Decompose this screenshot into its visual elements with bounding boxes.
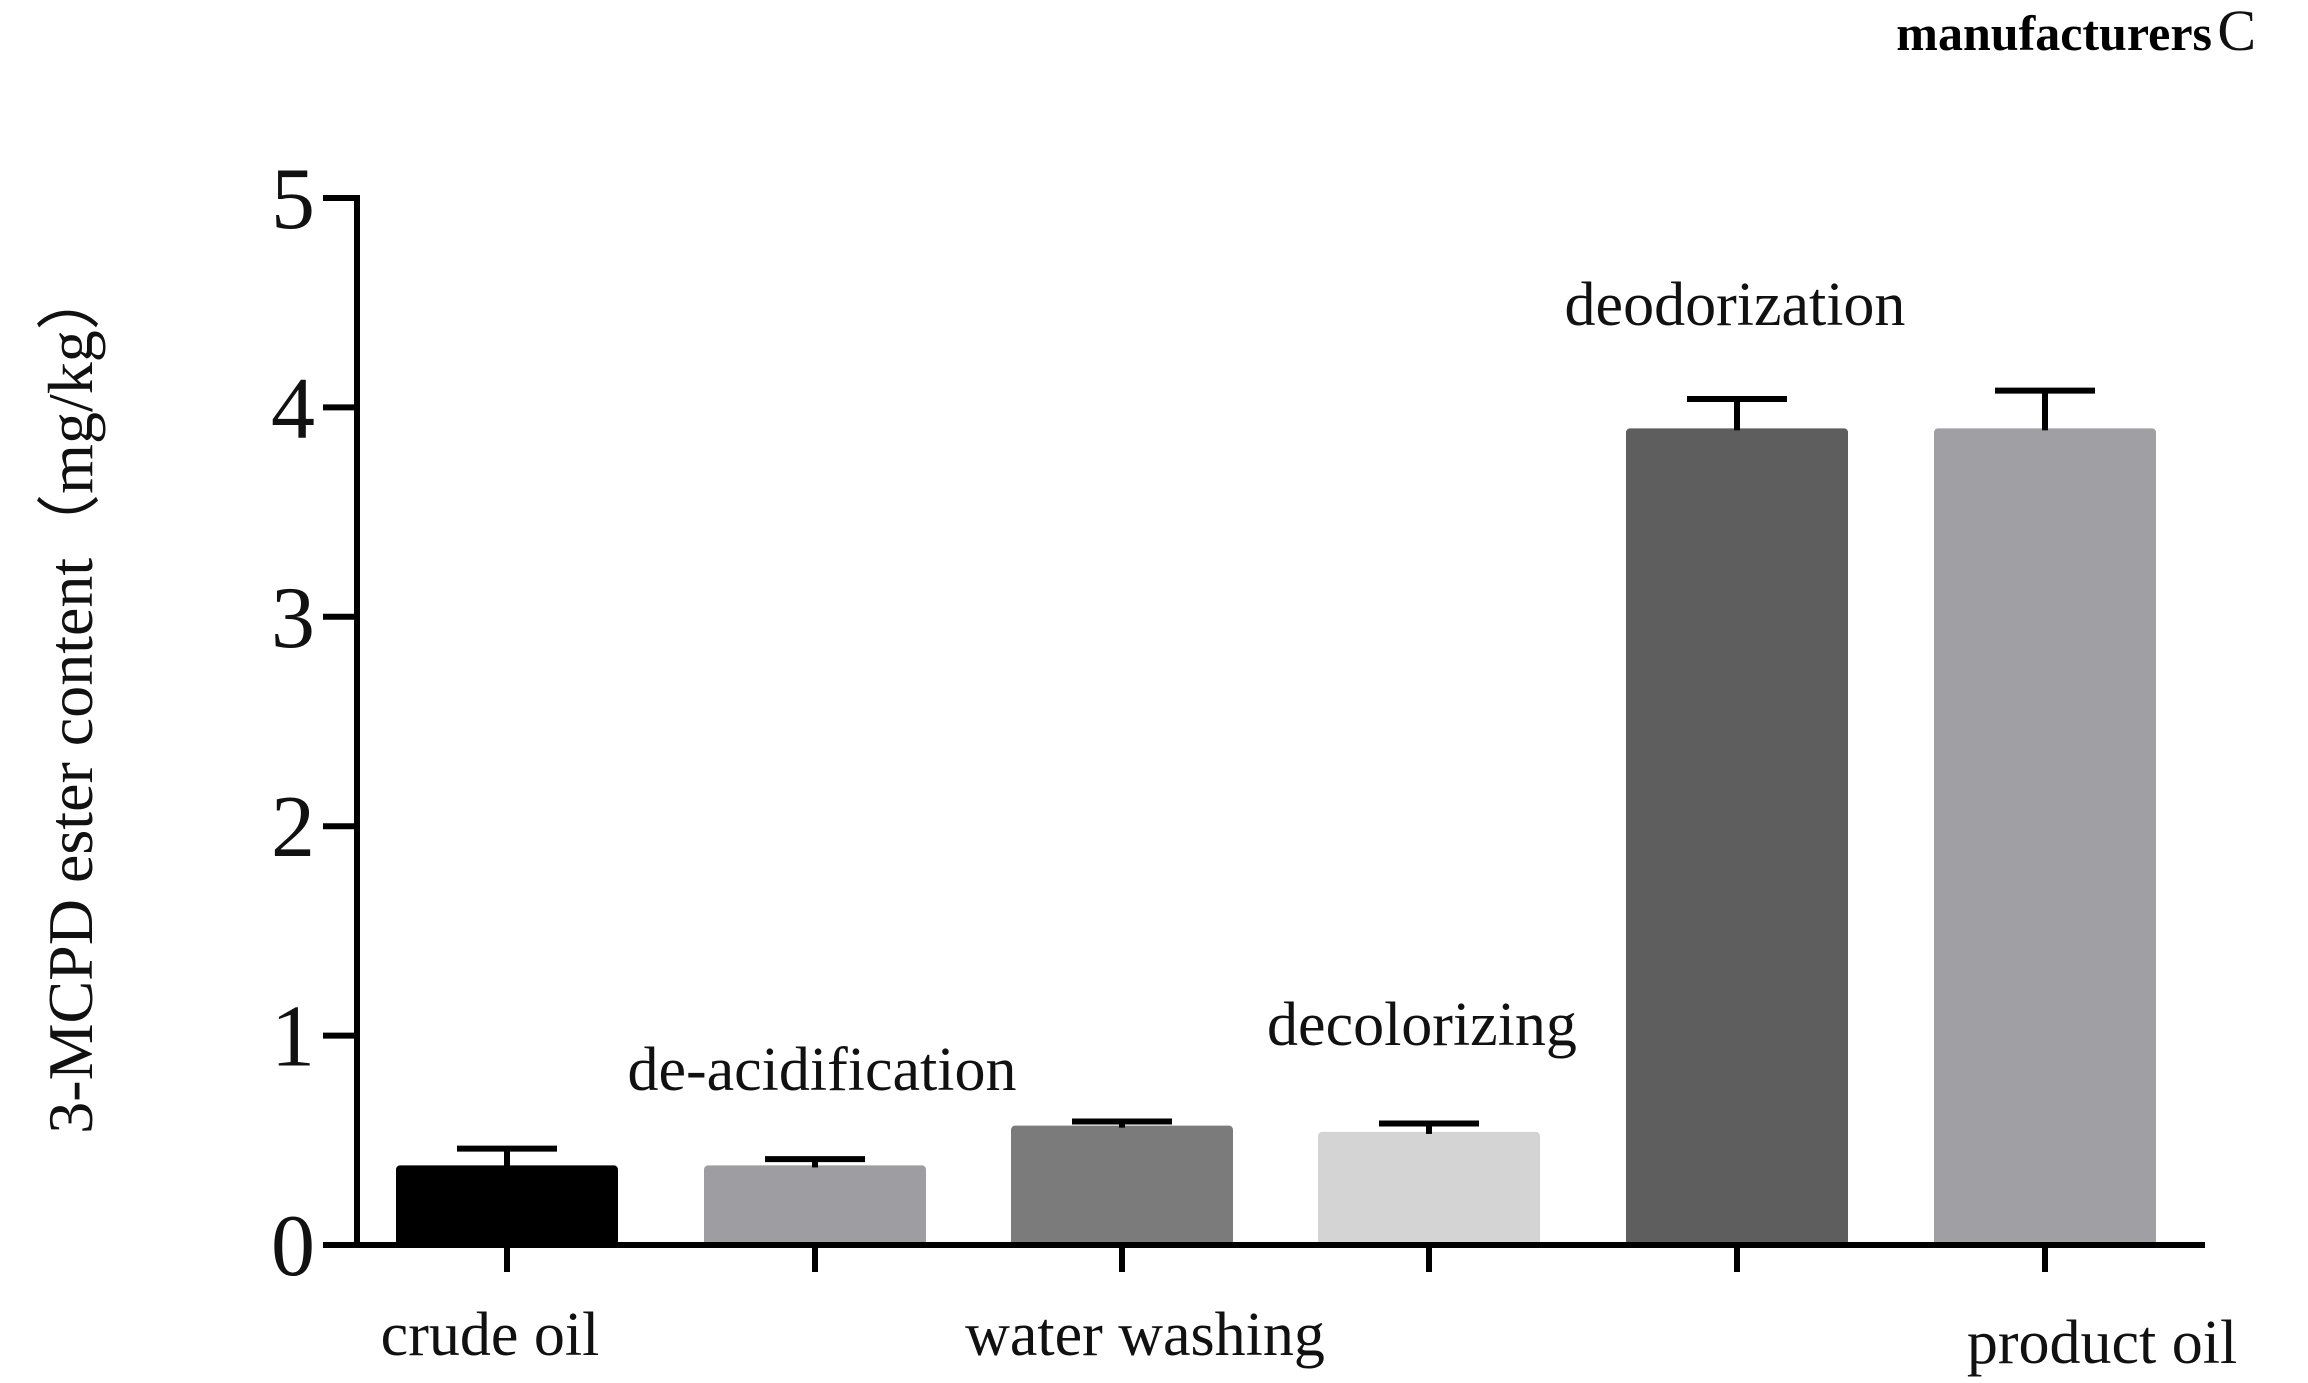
- category-label: decolorizing: [1267, 991, 1577, 1059]
- y-tick-label: 1: [271, 989, 315, 1086]
- chart-title: manufacturers: [1896, 5, 2212, 61]
- category-label: water washing: [965, 1301, 1325, 1369]
- y-tick-label: 0: [271, 1198, 315, 1295]
- error-bars-group: [457, 387, 2095, 1168]
- x-labels-group: crude oil de-acidification water washing de…: [381, 271, 2237, 1377]
- bars-group: [396, 428, 2156, 1246]
- bar-de-acidification: [704, 1165, 926, 1245]
- bar-water-washing: [1011, 1125, 1233, 1245]
- y-tick-label: 2: [271, 779, 315, 876]
- y-tick-label: 5: [271, 151, 315, 248]
- category-label: crude oil: [381, 1301, 600, 1369]
- category-label: de-acidification: [627, 1036, 1016, 1104]
- x-ticks-group: [504, 1245, 2048, 1272]
- y-axis-label: 3-MCPD ester content（mg/kg）: [35, 266, 106, 1133]
- panel-label: C: [2217, 0, 2256, 63]
- y-tick-label: 3: [271, 570, 315, 667]
- category-label: deodorization: [1565, 271, 1906, 339]
- category-label: product oil: [1967, 1309, 2237, 1377]
- bar-crude-oil: [396, 1165, 618, 1245]
- bar-decolorizing: [1318, 1131, 1540, 1245]
- bar-deodorization: [1626, 428, 1848, 1246]
- y-tick-label: 4: [271, 360, 315, 457]
- y-ticks-group: 0 1 2 3 4 5: [271, 151, 357, 1295]
- bar-product-oil: [1934, 428, 2156, 1246]
